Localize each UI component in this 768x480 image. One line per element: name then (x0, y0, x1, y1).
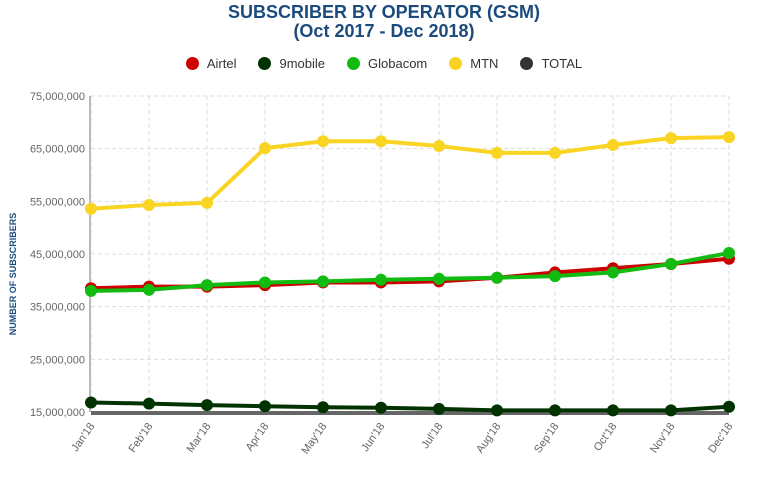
data-point (549, 270, 561, 283)
y-tick-label: 55,000,000 (30, 196, 85, 208)
data-point (143, 283, 155, 296)
legend-label: Airtel (206, 56, 237, 71)
data-point (433, 402, 445, 415)
series-mtn (85, 131, 735, 215)
data-point (491, 271, 503, 284)
legend-marker (258, 57, 272, 70)
x-tick-label: Oct'18 (592, 421, 620, 454)
y-tick-label: 45,000,000 (30, 249, 85, 261)
y-tick-label: 75,000,000 (30, 91, 85, 103)
data-point (201, 399, 213, 412)
x-tick-label: Dec'18 (706, 421, 735, 456)
data-point (143, 397, 155, 410)
x-tick-label: Mar'18 (185, 421, 214, 455)
data-point (607, 138, 619, 151)
x-tick-label: Sep'18 (532, 421, 561, 456)
data-point (259, 400, 271, 413)
data-point (433, 272, 445, 285)
x-tick-label: Nov'18 (648, 421, 677, 456)
series-line (90, 256, 730, 291)
data-point (549, 404, 561, 417)
x-tick-label: Aug'18 (474, 421, 503, 456)
y-axis-label: NUMBER OF SUBSCRIBERS (8, 213, 18, 336)
data-point (723, 400, 735, 413)
legend-label: TOTAL (541, 56, 583, 71)
legend-label: MTN (470, 56, 499, 71)
x-tick-label: Apr'18 (244, 421, 272, 454)
data-point (85, 202, 97, 215)
data-point (375, 401, 387, 414)
legend-label: 9mobile (279, 56, 326, 71)
data-point (723, 131, 735, 144)
data-point (665, 258, 677, 271)
data-point (665, 132, 677, 145)
data-point (143, 199, 155, 212)
legend: Airtel 9mobile Globacom MTN TOTAL (0, 56, 768, 71)
data-point (317, 275, 329, 288)
data-point (259, 142, 271, 155)
series-globacom (85, 246, 735, 297)
series-9mobile (85, 396, 735, 417)
data-point (317, 401, 329, 414)
data-point (375, 135, 387, 148)
data-point (375, 273, 387, 286)
data-point (85, 284, 97, 297)
chart-title: SUBSCRIBER BY OPERATOR (GSM) (227, 2, 541, 22)
x-tick-label: May'18 (299, 421, 329, 457)
data-point (607, 404, 619, 417)
data-point (491, 404, 503, 417)
data-point (491, 146, 503, 159)
legend-marker (449, 57, 463, 70)
series-line (90, 135, 730, 211)
legend-marker (185, 57, 199, 70)
x-tick-label: Jan'18 (69, 421, 97, 454)
x-tick-label: Jun'18 (359, 421, 387, 454)
x-tick-label: Feb'18 (127, 421, 156, 455)
legend-item-9mobile[interactable]: 9mobile (258, 56, 325, 71)
data-point (433, 140, 445, 153)
data-point (607, 266, 619, 279)
y-tick-label: 35,000,000 (30, 302, 85, 314)
legend-label: Globacom (368, 56, 428, 71)
series-line (90, 400, 730, 413)
data-point (201, 279, 213, 292)
y-tick-label: 65,000,000 (30, 144, 85, 156)
legend-marker (520, 57, 534, 70)
legend-item-total[interactable]: TOTAL (520, 56, 582, 71)
legend-item-mtn[interactable]: MTN (449, 56, 498, 71)
series-line (90, 250, 730, 293)
data-point (259, 276, 271, 289)
data-point (723, 246, 735, 259)
legend-marker (347, 57, 361, 70)
legend-item-globacom[interactable]: Globacom (347, 56, 427, 71)
y-tick-label: 25,000,000 (30, 354, 85, 366)
legend-item-airtel[interactable]: Airtel (185, 56, 237, 71)
data-point (85, 396, 97, 409)
data-point (549, 146, 561, 159)
chart-subtitle: (Oct 2017 - Dec 2018) (293, 21, 475, 41)
data-point (317, 135, 329, 148)
data-point (665, 404, 677, 417)
data-point (201, 196, 213, 209)
y-tick-label: 15,000,000 (30, 407, 85, 419)
x-tick-label: Jul'18 (419, 421, 445, 451)
